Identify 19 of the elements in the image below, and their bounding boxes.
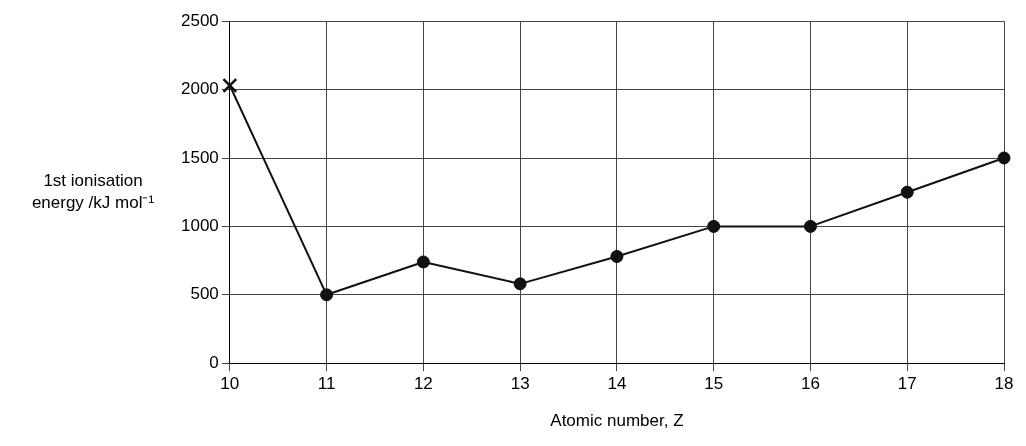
y-tick-label: 0 [209,352,219,372]
y-tick-label: 2000 [180,79,219,99]
x-tick-label: 15 [704,374,724,394]
x-tick-label: 13 [510,374,530,394]
x-tick-label: 18 [994,374,1014,394]
x-tick-label: 10 [220,374,240,394]
point [997,151,1011,165]
y-tick-label: 1000 [180,216,219,236]
x-tick-label: 14 [607,374,627,394]
y-tick-label: 1500 [180,147,219,167]
x-tick-label: 16 [800,374,820,394]
y-axis-title: 1st ionisation energy /kJ mol⁻¹ [30,170,156,214]
y-tick-label: 500 [190,284,219,304]
x-tick-label: 11 [317,374,336,394]
x-tick-label: 12 [413,374,433,394]
x-axis-title: Atomic number, Z [550,411,684,431]
point [222,77,238,94]
x-tick-label: 17 [897,374,917,394]
y-tick-label: 2500 [180,10,219,30]
